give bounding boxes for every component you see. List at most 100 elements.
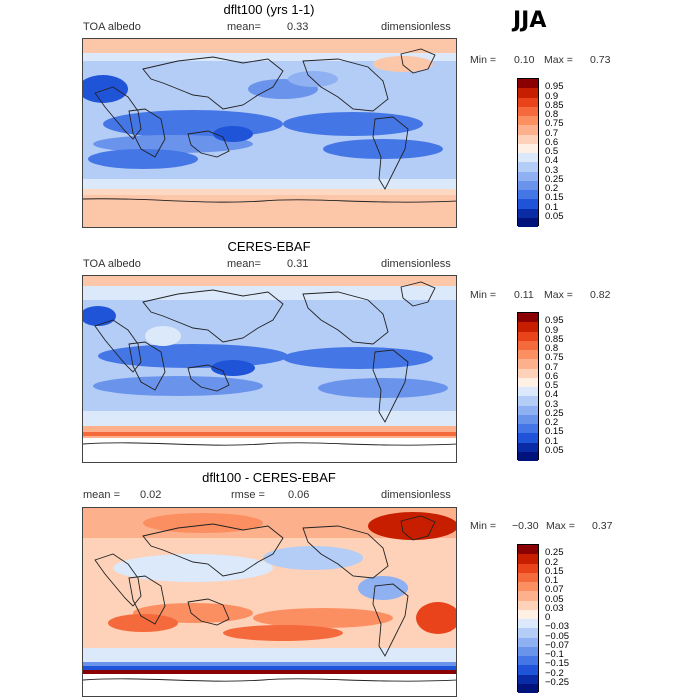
panel-1-map xyxy=(82,38,457,228)
colorbar-tick-label: 0.2 xyxy=(545,183,559,194)
colorbar-tick-label: 0.15 xyxy=(545,192,564,204)
colorbar-swatch xyxy=(518,199,538,209)
colorbar-swatch xyxy=(518,591,538,601)
season-label: JJA xyxy=(513,8,547,33)
colorbar-swatch xyxy=(518,190,538,200)
panel-3-mean-value: 0.02 xyxy=(140,489,162,501)
colorbar-tick-label: 0.9 xyxy=(545,324,559,336)
colorbar-tick-label: 0.8 xyxy=(545,343,559,354)
colorbar-swatch xyxy=(518,116,538,126)
panel-2-mean-value: 0.31 xyxy=(287,258,309,270)
panel-3-map xyxy=(82,507,457,697)
colorbar-swatch xyxy=(518,180,538,190)
colorbar-swatch xyxy=(518,545,538,555)
colorbar-swatch xyxy=(518,674,538,684)
colorbar-tick-label: 0.6 xyxy=(545,370,559,382)
colorbar-swatch xyxy=(518,313,538,323)
colorbar-tick-label: 0.03 xyxy=(545,602,564,614)
colorbar-swatch xyxy=(518,637,538,647)
colorbar-tick-label: 0.25 xyxy=(545,547,564,559)
colorbar-tick-label: 0.3 xyxy=(545,398,559,410)
panel-3-max-label: Max = xyxy=(546,520,575,532)
colorbar-tick-label: 0.1 xyxy=(545,435,559,447)
colorbar-tick-label: 0.85 xyxy=(545,333,564,345)
colorbar-swatch xyxy=(518,143,538,153)
panel-2-max-value: 0.82 xyxy=(590,289,611,301)
colorbar-swatch xyxy=(518,387,538,397)
panel-1-units-label: dimensionless xyxy=(381,21,451,33)
colorbar-swatch xyxy=(518,88,538,98)
colorbar-swatch xyxy=(518,628,538,638)
colorbar-swatch xyxy=(518,442,538,452)
colorbar-tick-label: 0.05 xyxy=(545,444,564,456)
colorbar-tick-label: 0.15 xyxy=(545,426,564,438)
colorbar-tick-label: 0 xyxy=(545,612,551,623)
colorbar-swatch xyxy=(518,377,538,387)
panel-2-min-label: Min = xyxy=(470,289,496,301)
colorbar-swatch xyxy=(518,433,538,443)
colorbar-tick-label: −0.15 xyxy=(545,658,570,670)
colorbar-tick-label: 0.05 xyxy=(545,210,564,222)
panel-1-title: dflt100 (yrs 1-1) xyxy=(223,2,315,17)
colorbar-tick-label: 0.9 xyxy=(545,90,559,102)
colorbar-swatch xyxy=(518,619,538,629)
panel-1-mean-label: mean= xyxy=(227,21,261,33)
colorbar-swatch xyxy=(518,162,538,172)
colorbar-tick-label: 0.7 xyxy=(545,361,559,373)
colorbar-swatch xyxy=(518,79,538,89)
panel-2-units-label: dimensionless xyxy=(381,258,451,270)
panel-1-max-label: Max = xyxy=(544,54,573,66)
panel-1-map-graphic xyxy=(83,39,456,227)
colorbar-tick-label: 0.25 xyxy=(545,173,564,185)
panel-1-min-value: 0.10 xyxy=(514,54,535,66)
colorbar-tick-label: 0.2 xyxy=(545,556,559,568)
colorbar-swatch xyxy=(518,217,538,227)
colorbar-swatch xyxy=(518,609,538,619)
colorbar-tick-label: −0.07 xyxy=(545,639,570,651)
panel-1-max-value: 0.73 xyxy=(590,54,611,66)
colorbar-tick-label: 0.15 xyxy=(545,565,564,577)
colorbar-swatch xyxy=(518,359,538,369)
panel-1-colorbar xyxy=(517,78,539,227)
colorbar-swatch xyxy=(518,396,538,406)
panel-2-max-label: Max = xyxy=(544,289,573,301)
colorbar-swatch xyxy=(518,340,538,350)
panel-2-colorbar xyxy=(517,312,539,461)
panel-2-map xyxy=(82,275,457,463)
colorbar-tick-label: 0.3 xyxy=(545,164,559,176)
panel-2-title: CERES-EBAF xyxy=(227,239,311,254)
colorbar-tick-label: 0.5 xyxy=(545,380,559,391)
colorbar-swatch xyxy=(518,554,538,564)
panel-3-title: dflt100 - CERES-EBAF xyxy=(202,470,336,485)
colorbar-swatch xyxy=(518,572,538,582)
panel-1-min-label: Min = xyxy=(470,54,496,66)
colorbar-tick-label: 0.1 xyxy=(545,575,559,586)
colorbar-tick-label: −0.25 xyxy=(545,676,570,688)
colorbar-tick-label: 0.95 xyxy=(545,81,564,93)
panel-3-mean-label: mean = xyxy=(83,489,120,501)
panel-3-min-label: Min = xyxy=(470,520,496,532)
colorbar-swatch xyxy=(518,656,538,666)
colorbar-tick-label: 0.75 xyxy=(545,352,564,364)
colorbar-tick-label: 0.05 xyxy=(545,593,564,605)
colorbar-tick-label: −0.05 xyxy=(545,630,570,642)
colorbar-swatch xyxy=(518,582,538,592)
panel-3-colorbar xyxy=(517,544,539,693)
colorbar-swatch xyxy=(518,563,538,573)
panel-3-max-value: 0.37 xyxy=(592,520,613,532)
colorbar-swatch xyxy=(518,153,538,163)
colorbar-tick-label: 0.2 xyxy=(545,417,559,428)
panel-2-map-graphic xyxy=(83,276,456,462)
colorbar-swatch xyxy=(518,125,538,135)
colorbar-tick-label: 0.5 xyxy=(545,146,559,157)
colorbar-swatch xyxy=(518,134,538,144)
panel-2-variable-label: TOA albedo xyxy=(83,258,141,270)
colorbar-tick-label: 0.6 xyxy=(545,136,559,148)
colorbar-swatch xyxy=(518,405,538,415)
colorbar-swatch xyxy=(518,322,538,332)
colorbar-tick-label: −0.1 xyxy=(545,649,564,660)
colorbar-swatch xyxy=(518,368,538,378)
panel-3-map-graphic xyxy=(83,508,456,696)
panel-3-min-value: −0.30 xyxy=(512,520,539,532)
colorbar-swatch xyxy=(518,665,538,675)
